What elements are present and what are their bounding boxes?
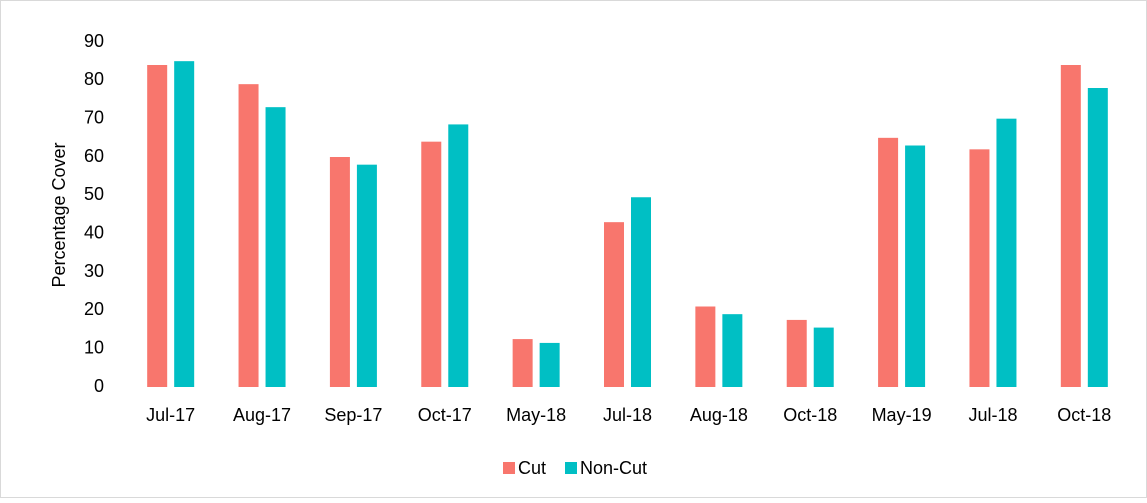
bar xyxy=(238,84,259,388)
y-tick-label: 50 xyxy=(84,184,104,204)
bar xyxy=(421,141,442,387)
y-tick-label: 80 xyxy=(84,69,104,89)
bar xyxy=(329,157,350,387)
y-tick-label: 30 xyxy=(84,261,104,281)
y-tick-label: 20 xyxy=(84,299,104,319)
bar xyxy=(539,342,560,387)
x-tick-label: Aug-18 xyxy=(690,405,748,425)
y-tick-label: 10 xyxy=(84,337,104,357)
bar xyxy=(631,197,651,387)
x-tick-label: Oct-17 xyxy=(418,405,472,425)
bar xyxy=(905,145,926,387)
x-tick-label: Oct-18 xyxy=(1057,405,1111,425)
legend-label: Non-Cut xyxy=(580,458,647,478)
bar xyxy=(174,61,195,388)
bar xyxy=(1087,88,1108,387)
x-tick-label: Aug-17 xyxy=(233,405,291,425)
bar xyxy=(604,222,624,387)
x-tick-label: Oct-18 xyxy=(783,405,837,425)
y-axis-label: Percentage Cover xyxy=(49,142,69,287)
legend-label: Cut xyxy=(518,458,546,478)
bar xyxy=(878,137,899,387)
x-tick-label: Jul-18 xyxy=(968,405,1017,425)
x-tick-label: May-18 xyxy=(506,405,566,425)
bar xyxy=(996,118,1017,388)
bar xyxy=(147,65,168,387)
bar xyxy=(695,306,716,387)
x-tick-label: Jul-17 xyxy=(146,405,195,425)
y-tick-label: 0 xyxy=(94,376,104,396)
bar xyxy=(265,107,286,388)
bar xyxy=(512,339,533,387)
x-tick-label: Sep-17 xyxy=(324,405,382,425)
y-tick-label: 90 xyxy=(84,31,104,51)
bar xyxy=(969,149,990,387)
y-tick-label: 60 xyxy=(84,146,104,166)
bar xyxy=(813,327,834,387)
bar xyxy=(1060,65,1081,387)
bar xyxy=(722,314,743,387)
y-tick-label: 40 xyxy=(84,222,104,242)
legend-swatch xyxy=(503,462,515,474)
bar xyxy=(448,124,469,388)
legend-swatch xyxy=(565,462,577,474)
x-tick-label: May-19 xyxy=(872,405,932,425)
bar xyxy=(356,164,377,387)
y-tick-label: 70 xyxy=(84,107,104,127)
bar xyxy=(786,319,807,387)
x-tick-label: Jul-18 xyxy=(603,405,652,425)
